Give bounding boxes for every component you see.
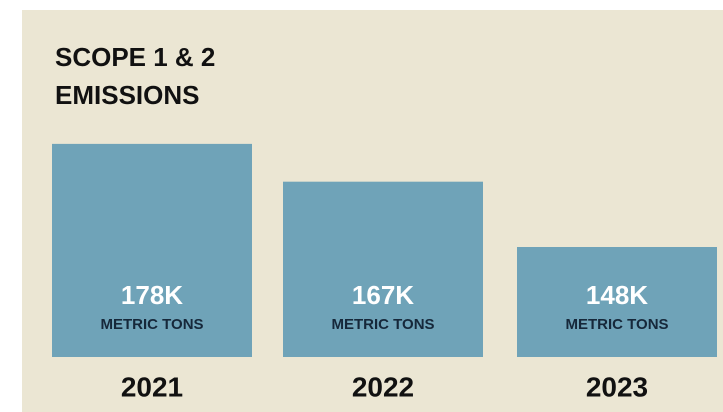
value-label: 178K — [121, 280, 183, 310]
x-tick-label: 2022 — [352, 371, 414, 402]
bar — [283, 181, 483, 357]
x-tick-label: 2021 — [121, 371, 183, 402]
unit-label: METRIC TONS — [331, 316, 434, 333]
unit-label: METRIC TONS — [565, 316, 668, 333]
x-tick-label: 2023 — [586, 371, 648, 402]
unit-label: METRIC TONS — [100, 316, 203, 333]
bar — [517, 247, 717, 357]
chart-title: SCOPE 1 & 2 EMISSIONS — [55, 42, 216, 110]
value-label: 167K — [352, 280, 414, 310]
value-label: 148K — [586, 280, 648, 310]
bar — [52, 143, 252, 357]
